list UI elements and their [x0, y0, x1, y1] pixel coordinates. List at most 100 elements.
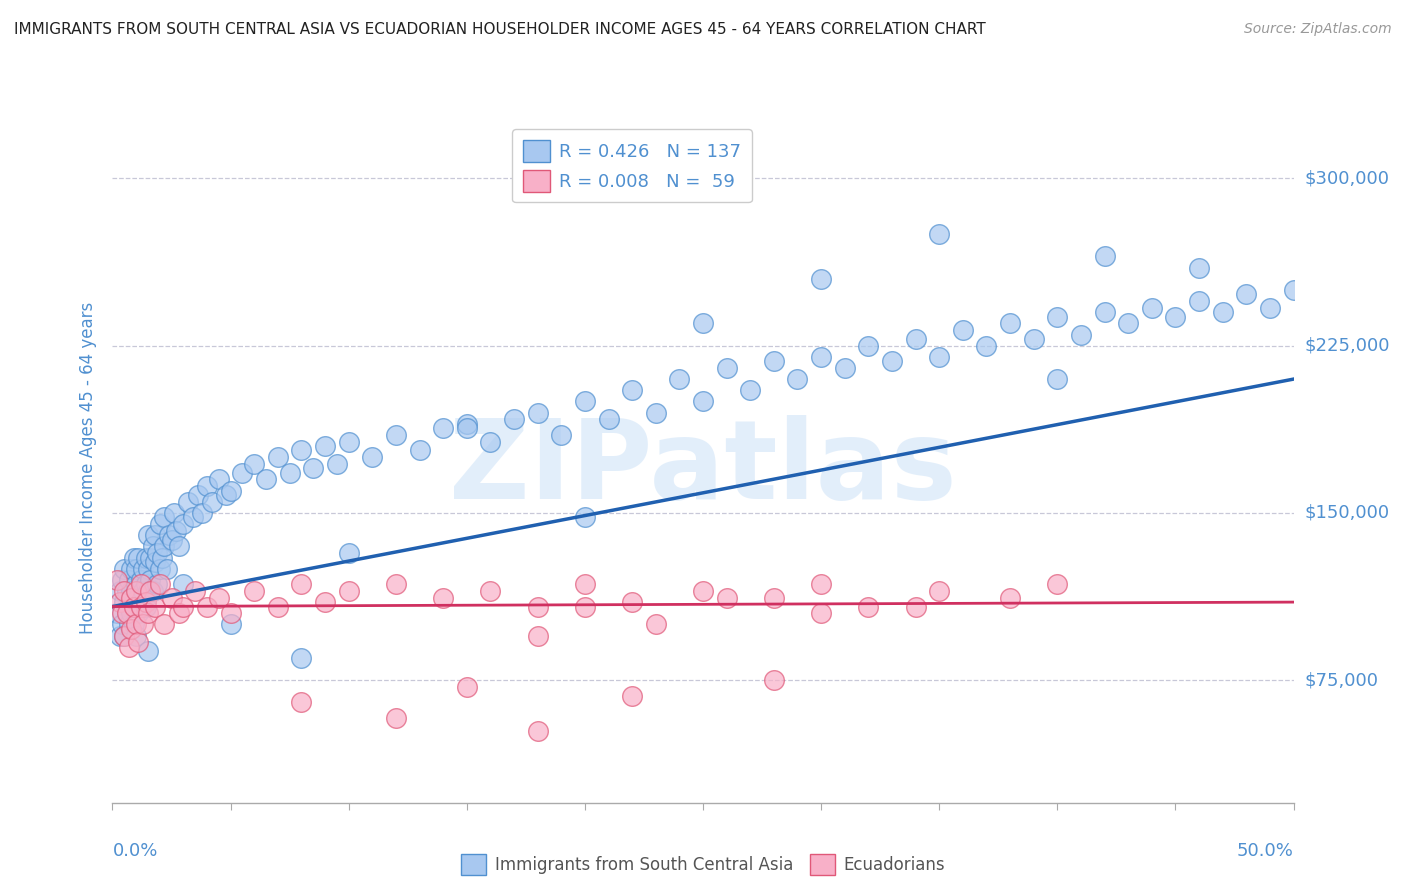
Point — [385, 428, 408, 442]
Point — [267, 450, 290, 465]
Point — [122, 599, 145, 614]
Point — [810, 607, 832, 621]
Point — [125, 583, 148, 598]
Point — [201, 494, 224, 508]
Point — [120, 622, 142, 636]
Point — [146, 577, 169, 591]
Point — [432, 421, 454, 435]
Point — [120, 583, 142, 598]
Point — [858, 339, 880, 353]
Point — [337, 546, 360, 560]
Point — [108, 628, 131, 642]
Point — [692, 394, 714, 409]
Point — [503, 412, 526, 426]
Point — [302, 461, 325, 475]
Point — [574, 577, 596, 591]
Point — [172, 577, 194, 591]
Point — [195, 479, 218, 493]
Point — [526, 724, 548, 739]
Point — [184, 583, 207, 598]
Point — [716, 361, 738, 376]
Point — [1164, 310, 1187, 324]
Point — [208, 591, 231, 605]
Point — [125, 617, 148, 632]
Point — [160, 591, 183, 605]
Point — [716, 591, 738, 605]
Point — [550, 428, 572, 442]
Point — [112, 628, 135, 642]
Point — [118, 617, 141, 632]
Point — [762, 591, 785, 605]
Point — [219, 483, 242, 498]
Point — [998, 317, 1021, 331]
Point — [127, 635, 149, 649]
Point — [153, 617, 176, 632]
Point — [644, 405, 666, 420]
Point — [998, 591, 1021, 605]
Point — [129, 599, 152, 614]
Text: Source: ZipAtlas.com: Source: ZipAtlas.com — [1244, 22, 1392, 37]
Point — [115, 607, 138, 621]
Point — [172, 599, 194, 614]
Point — [153, 510, 176, 524]
Point — [1094, 250, 1116, 264]
Point — [112, 583, 135, 598]
Point — [1046, 310, 1069, 324]
Point — [149, 562, 172, 576]
Point — [167, 539, 190, 553]
Point — [142, 539, 165, 553]
Point — [810, 577, 832, 591]
Point — [120, 607, 142, 621]
Point — [139, 550, 162, 565]
Point — [880, 354, 903, 368]
Point — [122, 595, 145, 609]
Point — [135, 595, 157, 609]
Point — [125, 628, 148, 642]
Point — [1046, 577, 1069, 591]
Point — [177, 494, 200, 508]
Point — [136, 528, 159, 542]
Point — [1258, 301, 1281, 315]
Point — [118, 599, 141, 614]
Point — [122, 617, 145, 632]
Point — [574, 599, 596, 614]
Point — [574, 394, 596, 409]
Point — [810, 350, 832, 364]
Point — [644, 617, 666, 632]
Text: IMMIGRANTS FROM SOUTH CENTRAL ASIA VS ECUADORIAN HOUSEHOLDER INCOME AGES 45 - 64: IMMIGRANTS FROM SOUTH CENTRAL ASIA VS EC… — [14, 22, 986, 37]
Point — [1282, 283, 1305, 297]
Point — [135, 599, 157, 614]
Point — [153, 539, 176, 553]
Point — [1022, 332, 1045, 346]
Text: $300,000: $300,000 — [1305, 169, 1389, 187]
Point — [810, 271, 832, 285]
Text: ZIPatlas: ZIPatlas — [449, 415, 957, 522]
Text: $75,000: $75,000 — [1305, 671, 1379, 690]
Point — [858, 599, 880, 614]
Point — [1140, 301, 1163, 315]
Point — [129, 599, 152, 614]
Point — [762, 673, 785, 688]
Point — [385, 577, 408, 591]
Point — [290, 696, 312, 710]
Point — [111, 607, 134, 621]
Point — [598, 412, 620, 426]
Point — [762, 354, 785, 368]
Point — [278, 466, 301, 480]
Point — [243, 583, 266, 598]
Point — [952, 323, 974, 337]
Point — [115, 607, 138, 621]
Legend: Immigrants from South Central Asia, Ecuadorians: Immigrants from South Central Asia, Ecua… — [454, 847, 952, 881]
Point — [139, 573, 162, 587]
Point — [479, 583, 502, 598]
Point — [1188, 260, 1211, 275]
Point — [132, 562, 155, 576]
Point — [1046, 372, 1069, 386]
Point — [186, 488, 208, 502]
Point — [337, 583, 360, 598]
Point — [142, 583, 165, 598]
Point — [165, 524, 187, 538]
Point — [157, 528, 180, 542]
Point — [150, 550, 173, 565]
Point — [146, 546, 169, 560]
